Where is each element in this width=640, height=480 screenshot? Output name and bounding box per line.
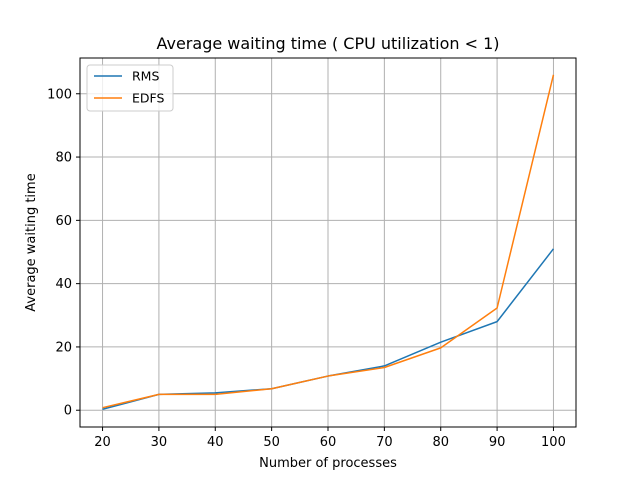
x-axis-title: Number of processes [259,456,397,471]
x-tick-label: 40 [207,435,224,450]
y-tick-label: 40 [55,277,72,292]
x-tick-label: 60 [320,435,337,450]
y-axis-title: Average waiting time [24,173,39,311]
x-tick-label: 30 [151,435,168,450]
legend: RMS EDFS [86,64,174,112]
chart-title: Average waiting time ( CPU utilization <… [156,34,499,53]
y-tick-label: 100 [47,87,72,102]
x-tick-label: 90 [489,435,506,450]
y-tick-label: 80 [55,151,72,166]
x-tick-label: 20 [94,435,111,450]
axis-ticks: 20 30 40 50 60 70 80 90 100 0 20 40 60 80 100 [47,87,566,450]
legend-label-edfs: EDFS [132,91,164,106]
x-tick-label: 80 [432,435,449,450]
x-tick-label: 70 [376,435,393,450]
y-tick-label: 60 [55,214,72,229]
series-lines [102,74,555,411]
y-tick-label: 0 [64,404,72,419]
y-tick-label: 20 [55,340,72,355]
x-tick-label: 100 [541,435,566,450]
series-line-edfs [102,74,555,409]
grid-lines [80,58,576,427]
legend-label-rms: RMS [132,69,159,84]
x-tick-label: 50 [263,435,280,450]
